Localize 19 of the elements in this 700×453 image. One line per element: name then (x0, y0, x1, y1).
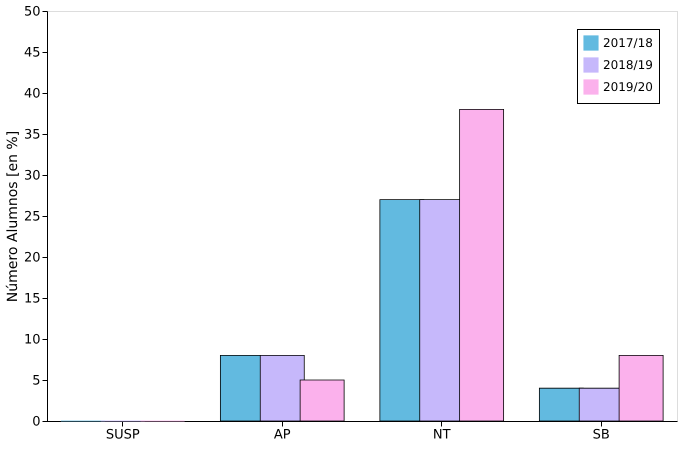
y-tick-label: 35 (24, 128, 40, 142)
x-tick-label: SB (592, 428, 610, 442)
y-axis-title: Número Alumnos [en %] (4, 130, 21, 302)
legend-label: 2019/20 (603, 80, 653, 94)
y-tick-label: 15 (24, 292, 40, 306)
y-tick-label: 25 (24, 210, 40, 224)
y-tick-label: 30 (24, 168, 40, 184)
y-tick-label: 45 (24, 46, 40, 60)
y-tick-label: 0 (32, 414, 40, 430)
x-tick-label: AP (274, 428, 291, 442)
y-tick-label: 50 (24, 4, 40, 20)
y-tick-label: 10 (24, 332, 40, 348)
y-tick-label: 5 (32, 374, 40, 388)
legend-label: 2017/18 (603, 36, 653, 50)
x-tick-label: SUSP (106, 428, 140, 442)
y-tick-label: 40 (24, 86, 40, 102)
legend-label: 2018/19 (603, 58, 653, 72)
y-tick-label: 20 (24, 250, 40, 266)
x-tick-label: NT (432, 428, 451, 442)
